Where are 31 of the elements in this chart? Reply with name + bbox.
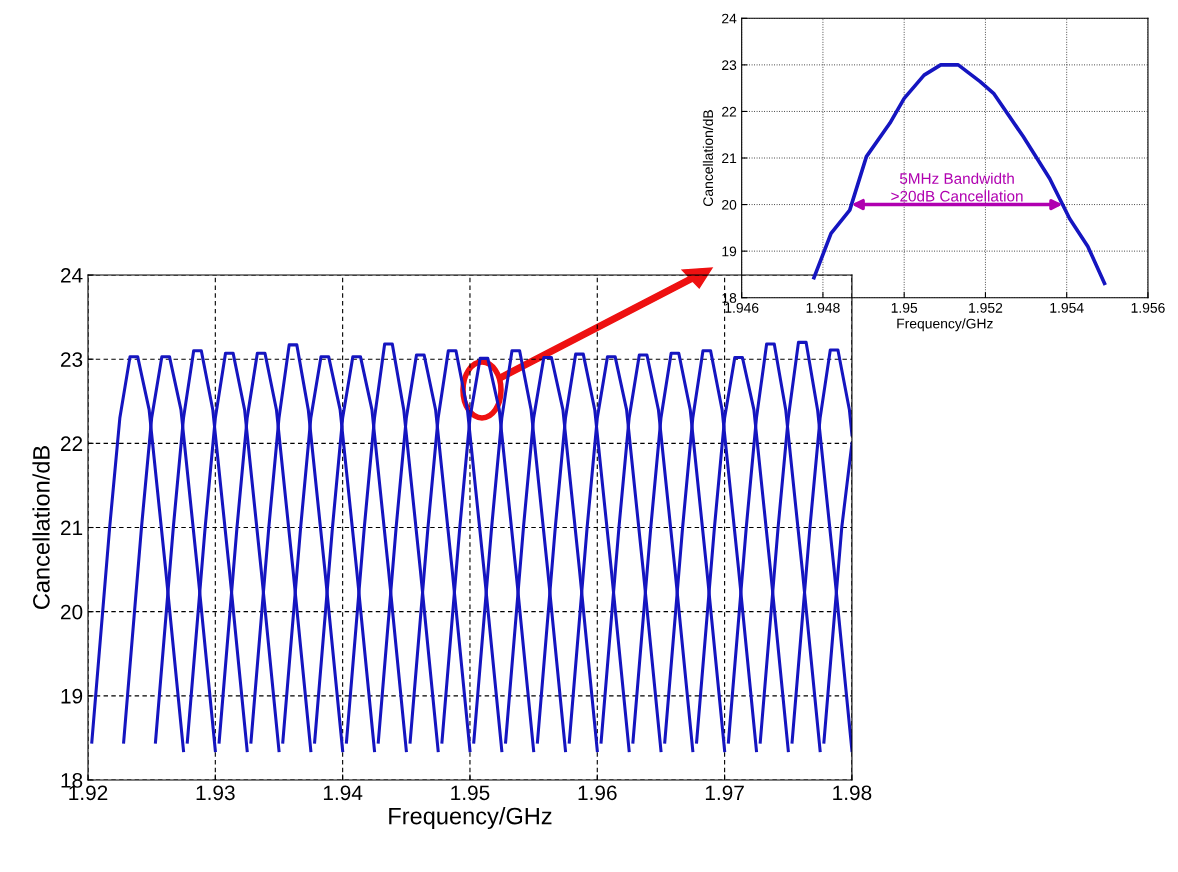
x-tick-label: 1.954 <box>1050 302 1084 313</box>
x-axis-title: Frequency/GHz <box>389 807 552 830</box>
x-tick-label: 1.96 <box>578 785 617 801</box>
x-tick-label: 1.98 <box>833 785 872 801</box>
y-tick-label: 24 <box>722 13 737 24</box>
x-tick-label: 1.95 <box>451 785 490 801</box>
x-tick-label: 1.956 <box>1131 302 1165 313</box>
y-tick-label: 22 <box>722 106 737 117</box>
x-axis-title: Frequency/GHz <box>897 318 993 332</box>
y-tick-label: 23 <box>722 60 737 71</box>
y-tick-label: 19 <box>722 246 737 257</box>
y-tick-label: 19 <box>61 688 83 704</box>
x-tick-label: 1.95 <box>891 302 918 313</box>
y-tick-label: 22 <box>61 436 83 451</box>
x-tick-label: 1.94 <box>323 785 363 801</box>
x-tick-label: 1.93 <box>196 785 235 801</box>
line-series <box>812 63 1107 286</box>
y-tick-label: 24 <box>61 268 83 283</box>
x-tick-label: 1.97 <box>705 785 744 801</box>
y-tick-label: 20 <box>722 199 737 210</box>
y-tick-label: 18 <box>722 293 737 303</box>
x-tick-label: 1.952 <box>969 302 1003 313</box>
annotation: 5MHz Bandwidth >20dB Cancellation <box>891 172 1023 202</box>
y-axis-title: Cancellation/dB <box>32 446 50 609</box>
y-tick-label: 23 <box>61 352 83 367</box>
x-tick-label: 1.948 <box>806 302 840 313</box>
y-axis-title: Cancellation/dB <box>702 110 714 206</box>
x-tick-label: 1.946 <box>725 302 759 313</box>
y-tick-label: 20 <box>61 604 83 620</box>
y-tick-label: 21 <box>61 520 83 536</box>
y-tick-label: 21 <box>722 153 737 164</box>
